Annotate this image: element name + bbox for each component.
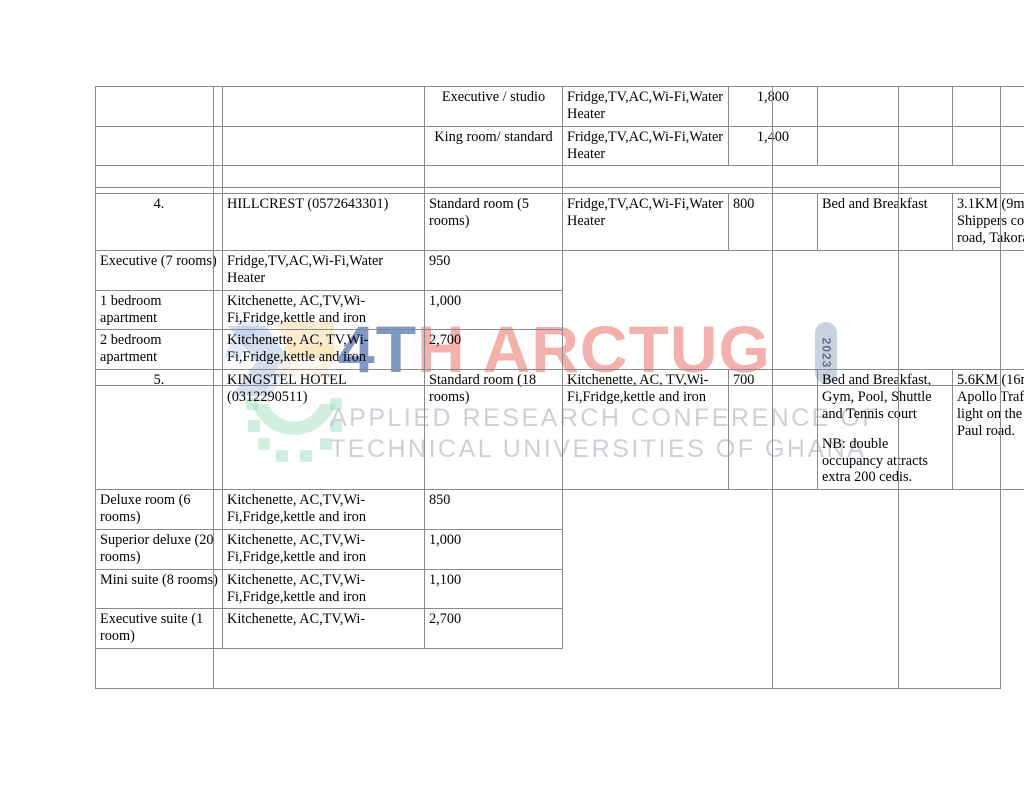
cell-services: Bed and Breakfast [817,193,953,252]
cell-room: Standard room (18 rooms) [424,369,563,491]
cell-room: Mini suite (8 rooms) [95,568,223,610]
services-main: Bed and Breakfast, Gym, Pool, Shuttle an… [822,372,932,422]
cell-hotel: HILLCREST (0572643301) [222,193,425,252]
cell-price: 1,400 [728,125,818,167]
table-row: Executive (7 rooms) Fridge,TV,AC,Wi-Fi,W… [95,250,1024,291]
cell-room: 2 bedroom apartment [95,329,223,371]
cell-room: 1 bedroom apartment [95,289,223,331]
cell-amenities: Fridge,TV,AC,Wi-Fi,Water Heater [562,86,729,127]
cell-room: King room/ standard [424,125,563,167]
cell-amenities: Kitchenette, AC, TV,Wi-Fi,Fridge,kettle … [562,369,729,491]
cell-amenities: Kitchenette, AC,TV,Wi-Fi,Fridge,kettle a… [222,568,425,610]
cell-price: 1,000 [424,289,563,331]
services-note: NB: double occupancy attracts extra 200 … [822,435,928,486]
table-row: Executive suite (1 room) Kitchenette, AC… [95,608,1024,650]
cell-room: Superior deluxe (20 rooms) [95,529,223,570]
table-row: Executive / studio Fridge,TV,AC,Wi-Fi,Wa… [95,86,1024,127]
table-row: 5. KINGSTEL HOTEL (0312290511) Standard … [95,369,1024,491]
cell-price: 2,700 [424,608,563,650]
cell-spacer-amenities [222,165,425,195]
cell-amenities: Fridge,TV,AC,Wi-Fi,Water Heater [222,250,425,291]
cell-price: 950 [424,250,563,291]
table-row: 2 bedroom apartment Kitchenette, AC, TV,… [95,329,1024,371]
cell-services [817,125,953,167]
cell-no [95,86,223,127]
cell-hotel: KINGSTEL HOTEL (0312290511) [222,369,425,491]
cell-amenities: Kitchenette, AC,TV,Wi- [222,608,425,650]
cell-price: 2,700 [424,329,563,371]
cell-spacer-room [95,165,223,195]
cell-no: 5. [95,369,223,491]
cell-services: Bed and Breakfast, Gym, Pool, Shuttle an… [817,369,953,491]
cell-amenities: Fridge,TV,AC,Wi-Fi,Water Heater [562,125,729,167]
cell-price: 850 [424,489,563,531]
accommodation-table-container: Executive / studio Fridge,TV,AC,Wi-Fi,Wa… [95,86,1024,650]
table-spacer-row [95,165,1024,195]
cell-price: 800 [728,193,818,252]
cell-room: Deluxe room (6 rooms) [95,489,223,531]
cell-spacer-price [424,165,563,195]
table-row: Mini suite (8 rooms) Kitchenette, AC,TV,… [95,568,1024,610]
table-row: King room/ standard Fridge,TV,AC,Wi-Fi,W… [95,125,1024,167]
accommodation-table: Executive / studio Fridge,TV,AC,Wi-Fi,Wa… [95,86,1024,650]
cell-amenities: Fridge,TV,AC,Wi-Fi,Water Heater [562,193,729,252]
table-row: Superior deluxe (20 rooms) Kitchenette, … [95,529,1024,570]
cell-amenities: Kitchenette, AC, TV,Wi-Fi,Fridge,kettle … [222,329,425,371]
cell-amenities: Kitchenette, AC,TV,Wi-Fi,Fridge,kettle a… [222,489,425,531]
cell-distance: 3.1KM (9mins) Shippers council road, Tak… [952,193,1024,252]
cell-price: 1,000 [424,529,563,570]
cell-no [95,125,223,167]
cell-distance [952,86,1024,127]
cell-distance [952,125,1024,167]
cell-price: 700 [728,369,818,491]
cell-hotel [222,86,425,127]
cell-amenities: Kitchenette, AC,TV,Wi-Fi,Fridge,kettle a… [222,289,425,331]
cell-price: 1,100 [424,568,563,610]
cell-room: Executive (7 rooms) [95,250,223,291]
cell-no: 4. [95,193,223,252]
cell-price: 1,800 [728,86,818,127]
table-row: Deluxe room (6 rooms) Kitchenette, AC,TV… [95,489,1024,531]
table-row: 4. HILLCREST (0572643301) Standard room … [95,193,1024,252]
cell-distance: 5.6KM (16mins) Apollo Traffic light on t… [952,369,1024,491]
cell-room: Executive suite (1 room) [95,608,223,650]
cell-services [817,86,953,127]
cell-room: Standard room (5 rooms) [424,193,563,252]
cell-amenities: Kitchenette, AC,TV,Wi-Fi,Fridge,kettle a… [222,529,425,570]
cell-room: Executive / studio [424,86,563,127]
cell-hotel [222,125,425,167]
table-row: 1 bedroom apartment Kitchenette, AC,TV,W… [95,289,1024,331]
services-gap [822,423,948,436]
